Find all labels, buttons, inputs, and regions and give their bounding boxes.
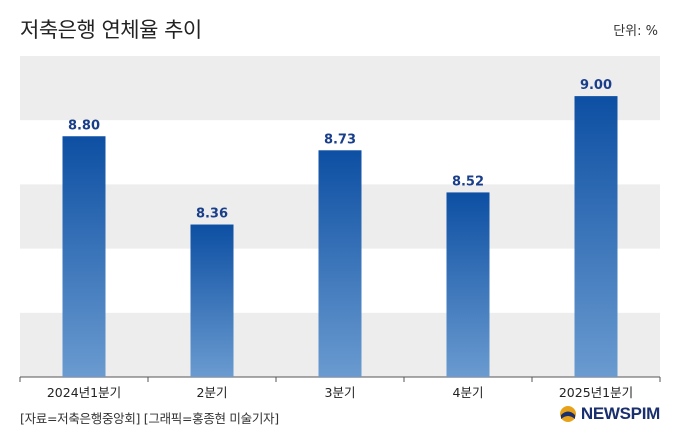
- chart-title: 저축은행 연체율 추이: [20, 18, 202, 42]
- unit-label: 단위: %: [613, 24, 658, 39]
- newspim-logo: NEWSPIM: [559, 404, 660, 424]
- bars: [62, 96, 618, 377]
- x-axis-ticks: [19, 377, 661, 382]
- value-label: 8.80: [68, 118, 100, 133]
- value-labels: 8.80 8.36 8.73 8.52 9.00: [68, 78, 612, 221]
- x-tick-label: 3분기: [325, 385, 356, 400]
- bar: [190, 224, 234, 377]
- x-tick-label: 2분기: [197, 385, 228, 400]
- source-caption: [자료=저축은행중앙회] [그래픽=홍종현 미술기자]: [20, 411, 279, 426]
- logo-text: NEWSPIM: [580, 404, 660, 423]
- bar: [446, 192, 490, 377]
- value-label: 8.36: [196, 207, 228, 222]
- bar: [574, 96, 618, 377]
- value-label: 9.00: [580, 78, 612, 93]
- x-tick-label: 2024년1분기: [47, 385, 121, 400]
- x-tick-label: 2025년1분기: [559, 385, 633, 400]
- x-tick-label: 4분기: [453, 385, 484, 400]
- grid-band: [20, 56, 660, 121]
- bar: [318, 150, 362, 377]
- value-label: 8.52: [452, 174, 484, 189]
- bar: [62, 136, 106, 377]
- logo-mark-icon: [559, 406, 576, 422]
- x-tick-labels: 2024년1분기 2분기 3분기 4분기 2025년1분기: [47, 385, 633, 400]
- bar-chart: 8.808.368.738.529.00 2024년1분기 2분기 3분기 4분기 20…: [19, 56, 661, 400]
- value-label: 8.73: [324, 132, 356, 147]
